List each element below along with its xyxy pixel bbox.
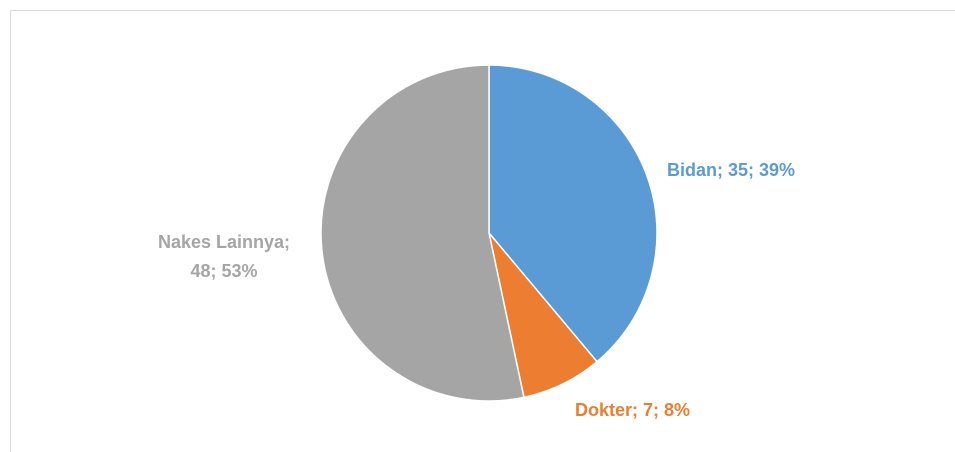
- data-label: Nakes Lainnya; 48; 53%: [158, 232, 290, 281]
- data-label-line: Nakes Lainnya;: [158, 232, 290, 252]
- data-label: Dokter; 7; 8%: [575, 400, 690, 420]
- pie-slice: [488, 64, 658, 363]
- data-label-line: 48; 53%: [190, 261, 257, 281]
- data-label: Bidan; 35; 39%: [667, 160, 795, 180]
- pie-slice: [320, 64, 525, 402]
